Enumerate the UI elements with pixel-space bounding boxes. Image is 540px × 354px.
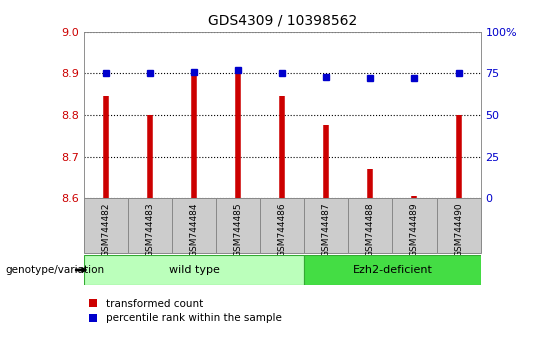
Text: GSM744483: GSM744483 xyxy=(145,202,154,257)
Text: GSM744485: GSM744485 xyxy=(234,202,242,257)
Bar xyxy=(304,198,348,253)
Text: GSM744487: GSM744487 xyxy=(322,202,330,257)
Bar xyxy=(260,198,304,253)
Text: genotype/variation: genotype/variation xyxy=(5,265,105,275)
Text: GSM744488: GSM744488 xyxy=(366,202,375,257)
Bar xyxy=(348,198,393,253)
Legend: transformed count, percentile rank within the sample: transformed count, percentile rank withi… xyxy=(89,299,281,323)
Bar xyxy=(84,255,304,285)
Bar xyxy=(84,198,128,253)
Text: GSM744490: GSM744490 xyxy=(454,202,463,257)
Text: wild type: wild type xyxy=(168,265,219,275)
Bar xyxy=(304,255,481,285)
Bar xyxy=(216,198,260,253)
Bar xyxy=(436,198,481,253)
Bar xyxy=(128,198,172,253)
Title: GDS4309 / 10398562: GDS4309 / 10398562 xyxy=(207,14,357,28)
Text: GSM744486: GSM744486 xyxy=(278,202,287,257)
Bar xyxy=(172,198,216,253)
Bar xyxy=(393,198,436,253)
Text: GSM744482: GSM744482 xyxy=(102,202,110,257)
Text: Ezh2-deficient: Ezh2-deficient xyxy=(353,265,433,275)
Text: GSM744489: GSM744489 xyxy=(410,202,419,257)
Text: GSM744484: GSM744484 xyxy=(190,202,199,257)
